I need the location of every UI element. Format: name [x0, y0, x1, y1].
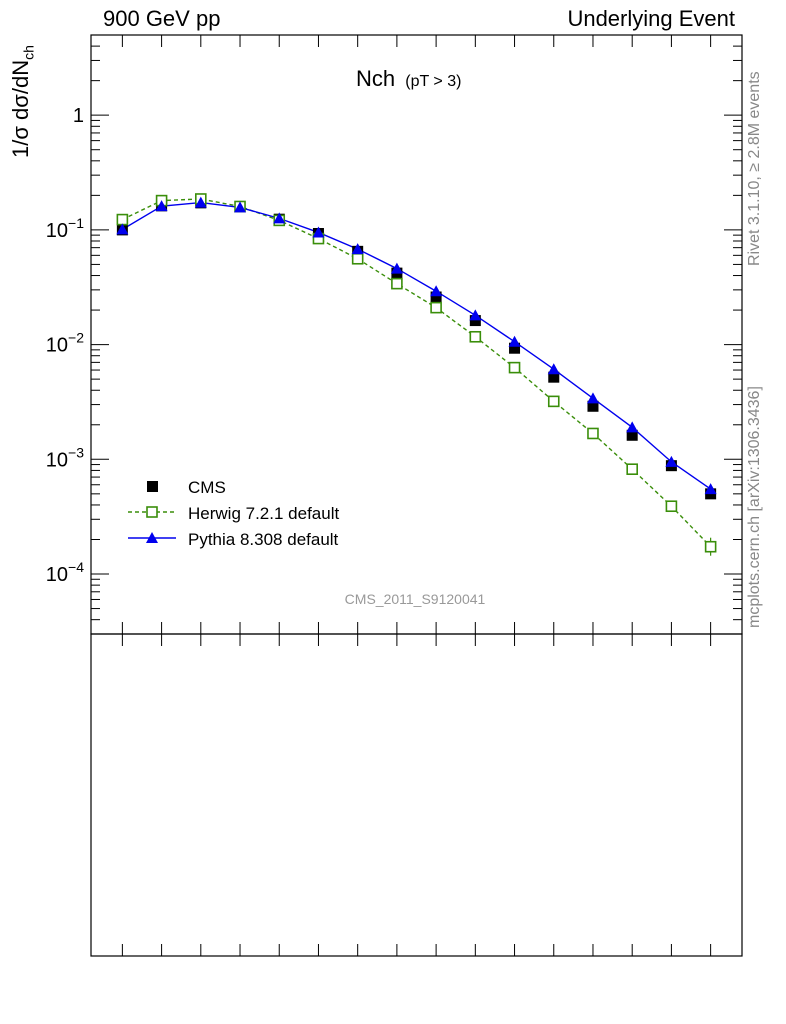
herwig-point [353, 254, 363, 264]
data-series [116, 194, 716, 556]
y-tick-labels: 10−4 10−3 10−2 10−1 1 [46, 105, 84, 586]
herwig-point [588, 428, 598, 438]
herwig-point [627, 464, 637, 474]
analysis-watermark: CMS_2011_S9120041 [345, 591, 486, 607]
pythia-point [509, 336, 521, 347]
pythia-line [122, 203, 710, 490]
herwig-point [470, 332, 480, 342]
y-tick-label: 1 [73, 105, 84, 127]
pythia-point [626, 421, 638, 432]
pythia-point [548, 363, 560, 374]
plot-title-sub: (pT > 3) [405, 73, 461, 90]
herwig-point [431, 303, 441, 313]
pythia-point [587, 392, 599, 403]
y-tick-label: 10−1 [46, 215, 84, 242]
herwig-point [549, 396, 559, 406]
plot-title-main: Nch [356, 66, 395, 91]
legend: CMS Herwig 7.2.1 default Pythia 8.308 de… [128, 478, 339, 549]
chart-svg: 10−4 10−3 10−2 10−1 1 Nch (pT > 3) CMS_2011_… [0, 0, 786, 1024]
legend-pythia-label: Pythia 8.308 default [188, 530, 339, 549]
pythia-point [430, 285, 442, 296]
legend-herwig-label: Herwig 7.2.1 default [188, 504, 339, 523]
legend-herwig-marker [147, 507, 157, 517]
plot-title: Nch (pT > 3) [356, 66, 461, 91]
legend-cms-marker [147, 481, 158, 492]
herwig-point [510, 363, 520, 373]
legend-cms-label: CMS [188, 478, 226, 497]
herwig-point [117, 215, 127, 225]
y-tick-label: 10−4 [46, 559, 84, 586]
herwig-point [706, 542, 716, 552]
herwig-point [392, 279, 402, 289]
y-tick-label: 10−3 [46, 444, 84, 471]
herwig-point [666, 501, 676, 511]
pythia-point [469, 309, 481, 320]
y-tick-label: 10−2 [46, 330, 84, 357]
ratio-plot-frame [91, 634, 742, 956]
